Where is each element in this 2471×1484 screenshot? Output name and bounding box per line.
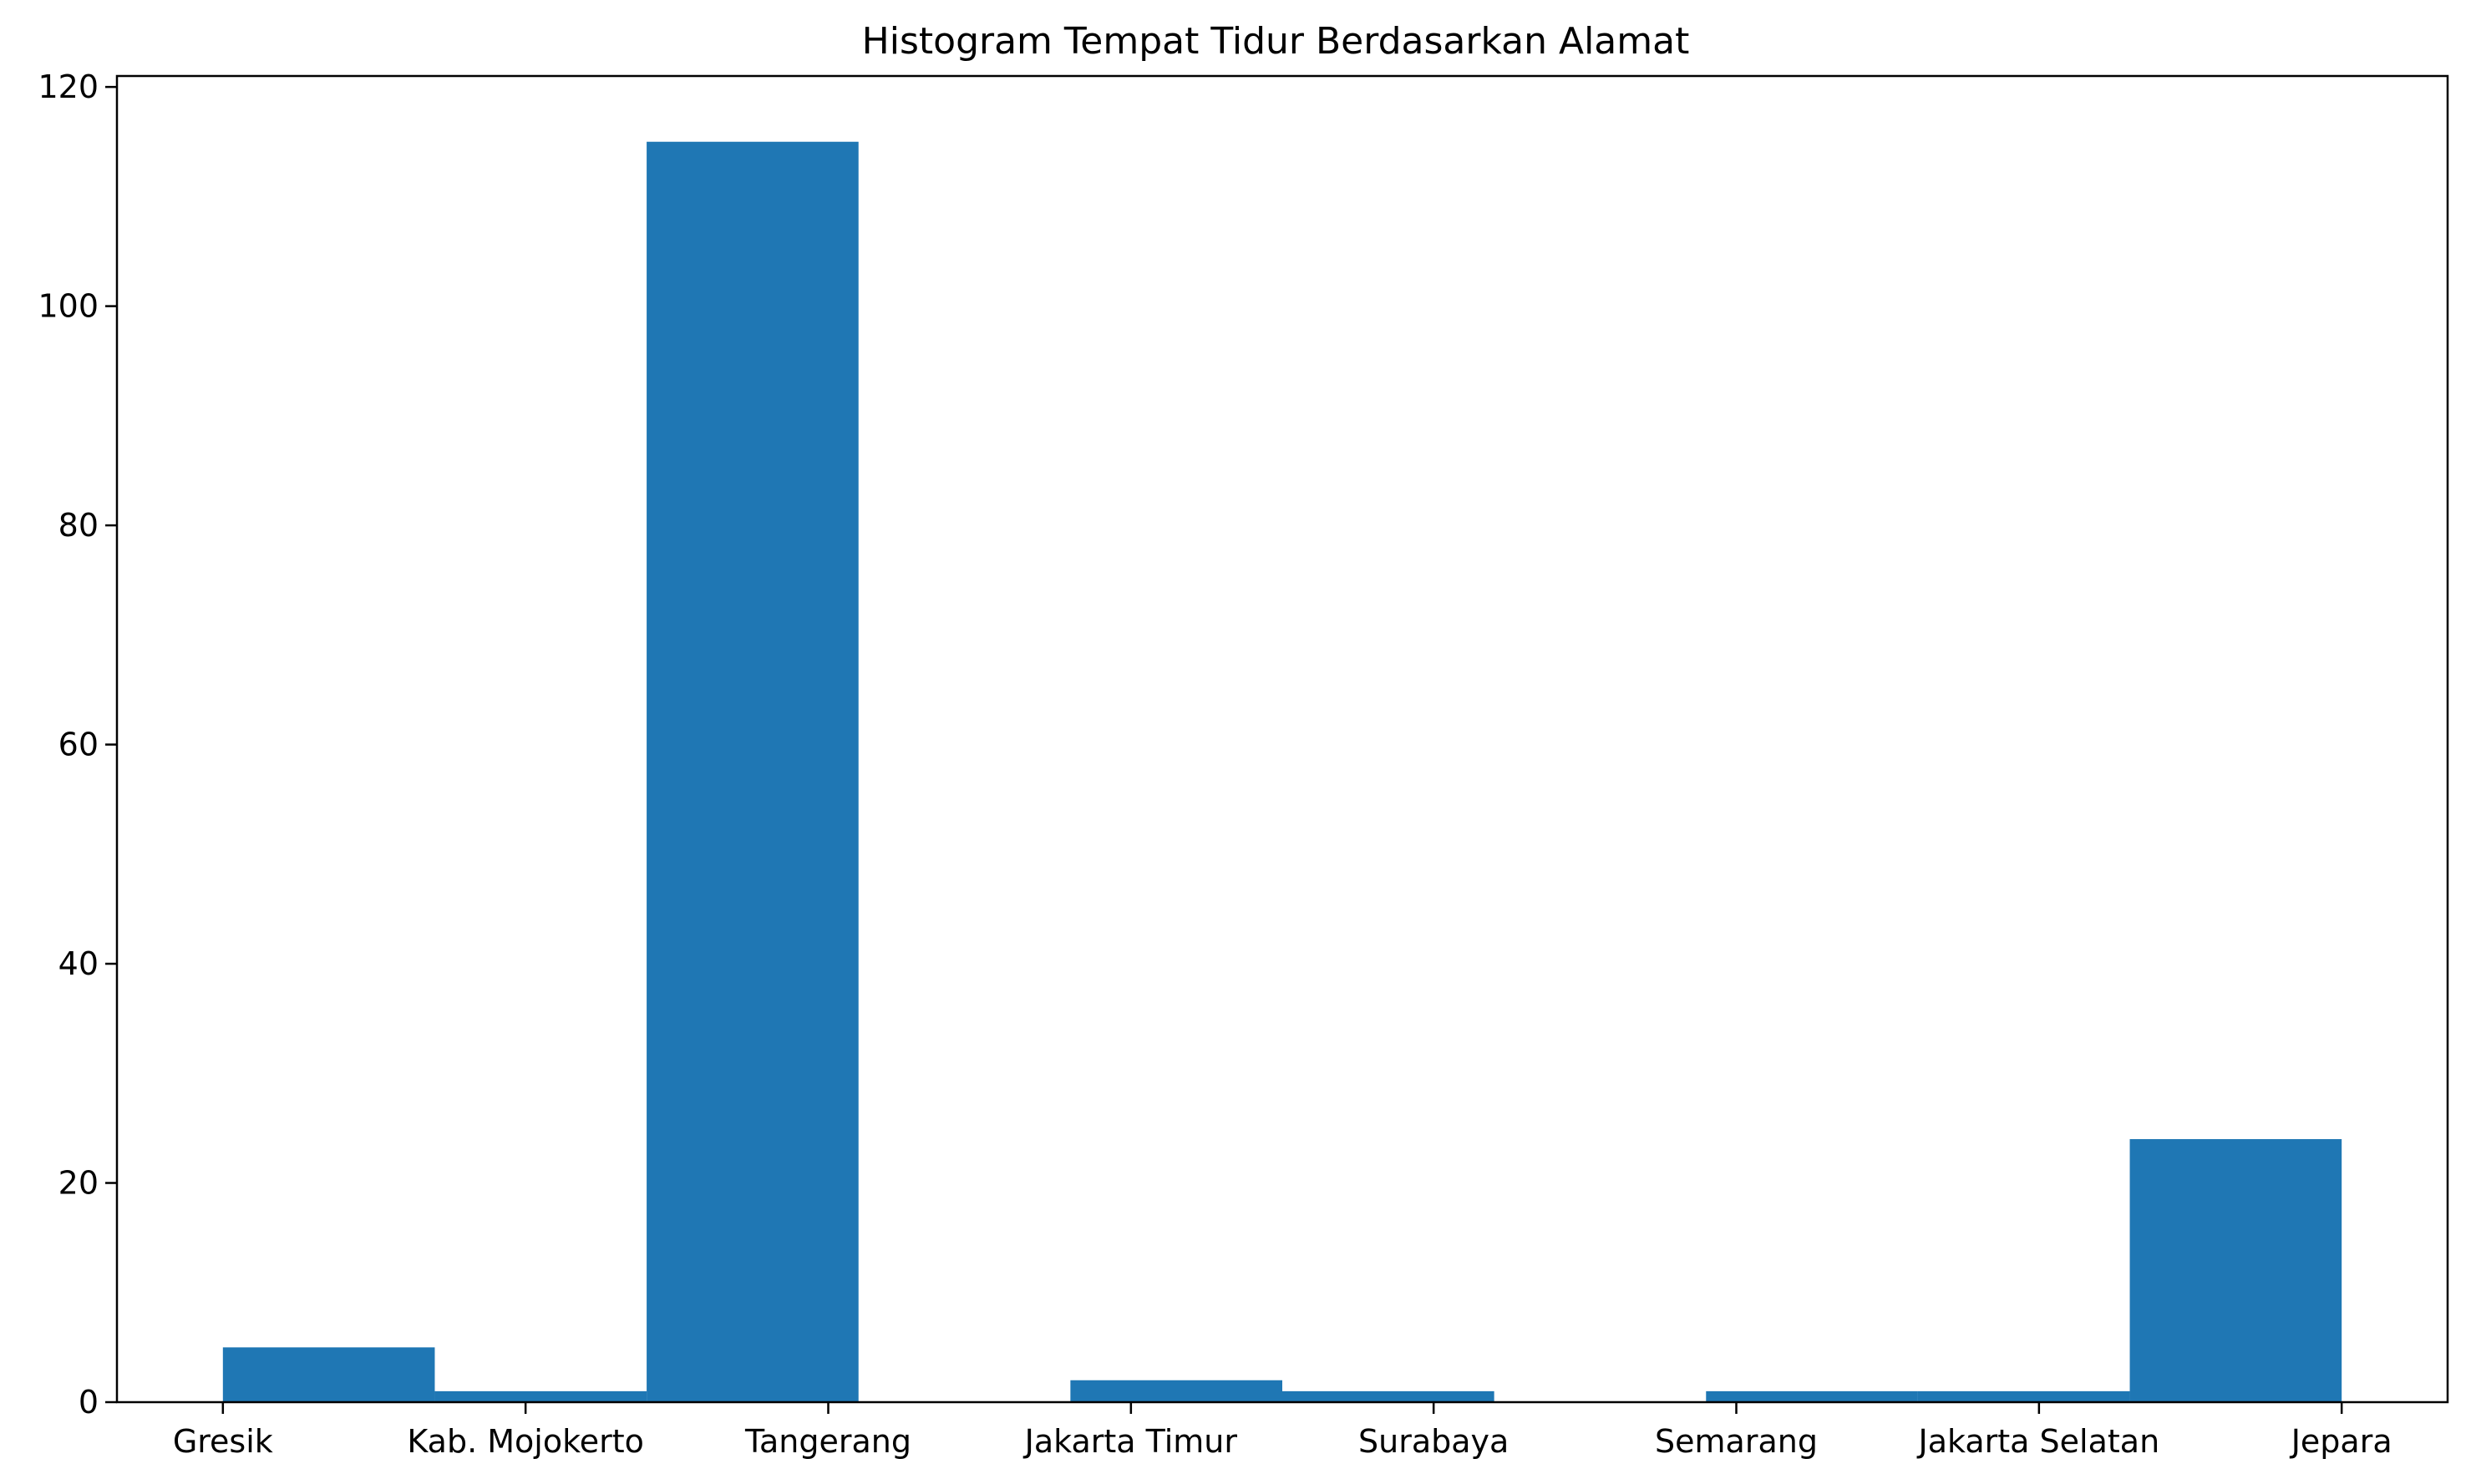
x-axis: Gresik Kab. Mojokerto Tangerang Jakarta Tim… <box>173 1402 2392 1460</box>
y-tick-label: 80 <box>58 507 99 544</box>
histogram-bar-0 <box>222 1347 435 1402</box>
x-tick-label: Jakarta Timur <box>1023 1423 1238 1460</box>
y-tick-label: 20 <box>58 1165 99 1202</box>
y-axis: 0 20 40 60 80 100 120 <box>38 68 117 1421</box>
bars-group <box>222 141 2342 1403</box>
x-tick-label: Tangerang <box>744 1423 911 1460</box>
y-tick-label: 100 <box>38 288 99 325</box>
y-tick-label: 120 <box>38 68 99 105</box>
x-tick-label: Jakarta Selatan <box>1917 1423 2160 1460</box>
histogram-bar-7 <box>1706 1390 1918 1402</box>
y-tick-label: 40 <box>58 945 99 982</box>
x-tick-label: Kab. Mojokerto <box>407 1423 643 1460</box>
histogram-bar-9 <box>2129 1139 2342 1402</box>
histogram-bar-4 <box>1070 1380 1282 1402</box>
x-tick-label: Surabaya <box>1358 1423 1509 1460</box>
histogram-bar-2 <box>647 141 859 1403</box>
histogram-bar-1 <box>434 1390 647 1402</box>
chart-title: Histogram Tempat Tidur Berdasarkan Alama… <box>862 20 1690 63</box>
y-tick-label: 60 <box>58 727 99 763</box>
plot-frame <box>115 74 2449 1404</box>
x-tick-label: Semarang <box>1655 1423 1818 1460</box>
histogram-bar-8 <box>1917 1390 2130 1402</box>
histogram-bar-5 <box>1282 1390 1494 1402</box>
y-tick-label: 0 <box>79 1384 99 1421</box>
x-tick-label: Jepara <box>2290 1423 2392 1460</box>
x-tick-label: Gresik <box>173 1423 273 1460</box>
